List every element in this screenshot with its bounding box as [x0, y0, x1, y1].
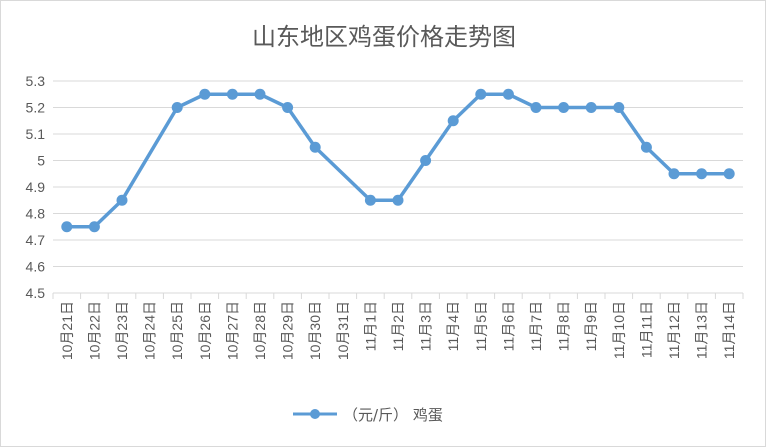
x-axis-ticks: 10月21日 10月22日 10月23日 10月24日 10月25日 10月26日 10月2… [59, 301, 737, 360]
gridlines [52, 80, 744, 299]
y-tick-label: 5.2 [26, 100, 46, 116]
x-tick-label: 11月14日 [721, 301, 737, 359]
data-point [447, 115, 459, 127]
x-tick-label: 11月11日 [638, 301, 654, 358]
x-tick-label: 11月6日 [500, 301, 516, 351]
x-tick-label: 10月28日 [252, 301, 268, 360]
data-point [696, 168, 708, 180]
data-point [364, 194, 376, 206]
y-tick-label: 4.7 [26, 232, 46, 248]
data-point [502, 88, 514, 100]
data-point [723, 168, 735, 180]
y-tick-label: 5.3 [26, 73, 46, 89]
x-tick-label: 11月9日 [583, 301, 599, 351]
x-tick-label: 10月23日 [114, 301, 130, 360]
data-point [226, 88, 238, 100]
x-tick-label: 11月10日 [611, 301, 627, 359]
x-tick-label: 10月24日 [142, 301, 158, 360]
data-point [282, 102, 294, 113]
data-point [199, 88, 211, 100]
data-point [475, 88, 487, 100]
legend-label: （元/斤） 鸡蛋 [343, 406, 443, 424]
data-point [668, 168, 680, 180]
x-tick-label: 11月5日 [473, 301, 489, 351]
y-tick-label: 4.9 [26, 179, 46, 195]
x-tick-label: 10月30日 [307, 301, 323, 360]
y-tick-label: 4.5 [26, 285, 46, 301]
x-tick-label: 11月2日 [390, 301, 406, 351]
y-axis-ticks: 4.5 4.6 4.7 4.8 4.9 5 5.1 5.2 5.3 [26, 73, 46, 301]
x-tick-label: 10月29日 [280, 301, 296, 360]
x-tick-label: 10月21日 [59, 301, 75, 360]
y-tick-label: 5 [37, 153, 45, 169]
chart-title: 山东地区鸡蛋价格走势图 [252, 23, 516, 51]
x-tick-label: 11月8日 [556, 301, 572, 351]
x-tick-label: 11月4日 [445, 301, 461, 351]
series-group [61, 88, 735, 233]
data-point [585, 102, 597, 113]
x-tick-label: 11月13日 [694, 301, 710, 359]
x-tick-label: 10月22日 [86, 301, 102, 360]
data-point [61, 221, 73, 233]
x-tick-label: 10月25日 [169, 301, 185, 360]
x-tick-label: 10月26日 [197, 301, 213, 360]
x-tick-label: 11月3日 [418, 301, 434, 351]
x-tick-label: 10月27日 [224, 301, 240, 360]
data-point [420, 155, 432, 166]
data-point [613, 102, 625, 113]
data-point [254, 88, 266, 100]
x-tick-label: 11月12日 [666, 301, 682, 359]
data-point [558, 102, 570, 113]
x-tick-label: 11月1日 [362, 301, 378, 351]
data-point [530, 102, 542, 113]
data-point [171, 102, 183, 113]
data-point [116, 194, 128, 206]
x-tick-label: 11月7日 [528, 301, 544, 351]
legend: （元/斤） 鸡蛋 [293, 406, 443, 424]
y-tick-label: 4.8 [26, 206, 46, 222]
data-point [392, 194, 404, 206]
y-tick-label: 4.6 [26, 259, 46, 275]
data-point [88, 221, 100, 233]
x-tick-label: 10月31日 [335, 301, 351, 360]
y-tick-label: 5.1 [26, 126, 46, 142]
data-point [640, 141, 652, 153]
legend-marker [310, 409, 320, 419]
data-point [309, 141, 321, 153]
